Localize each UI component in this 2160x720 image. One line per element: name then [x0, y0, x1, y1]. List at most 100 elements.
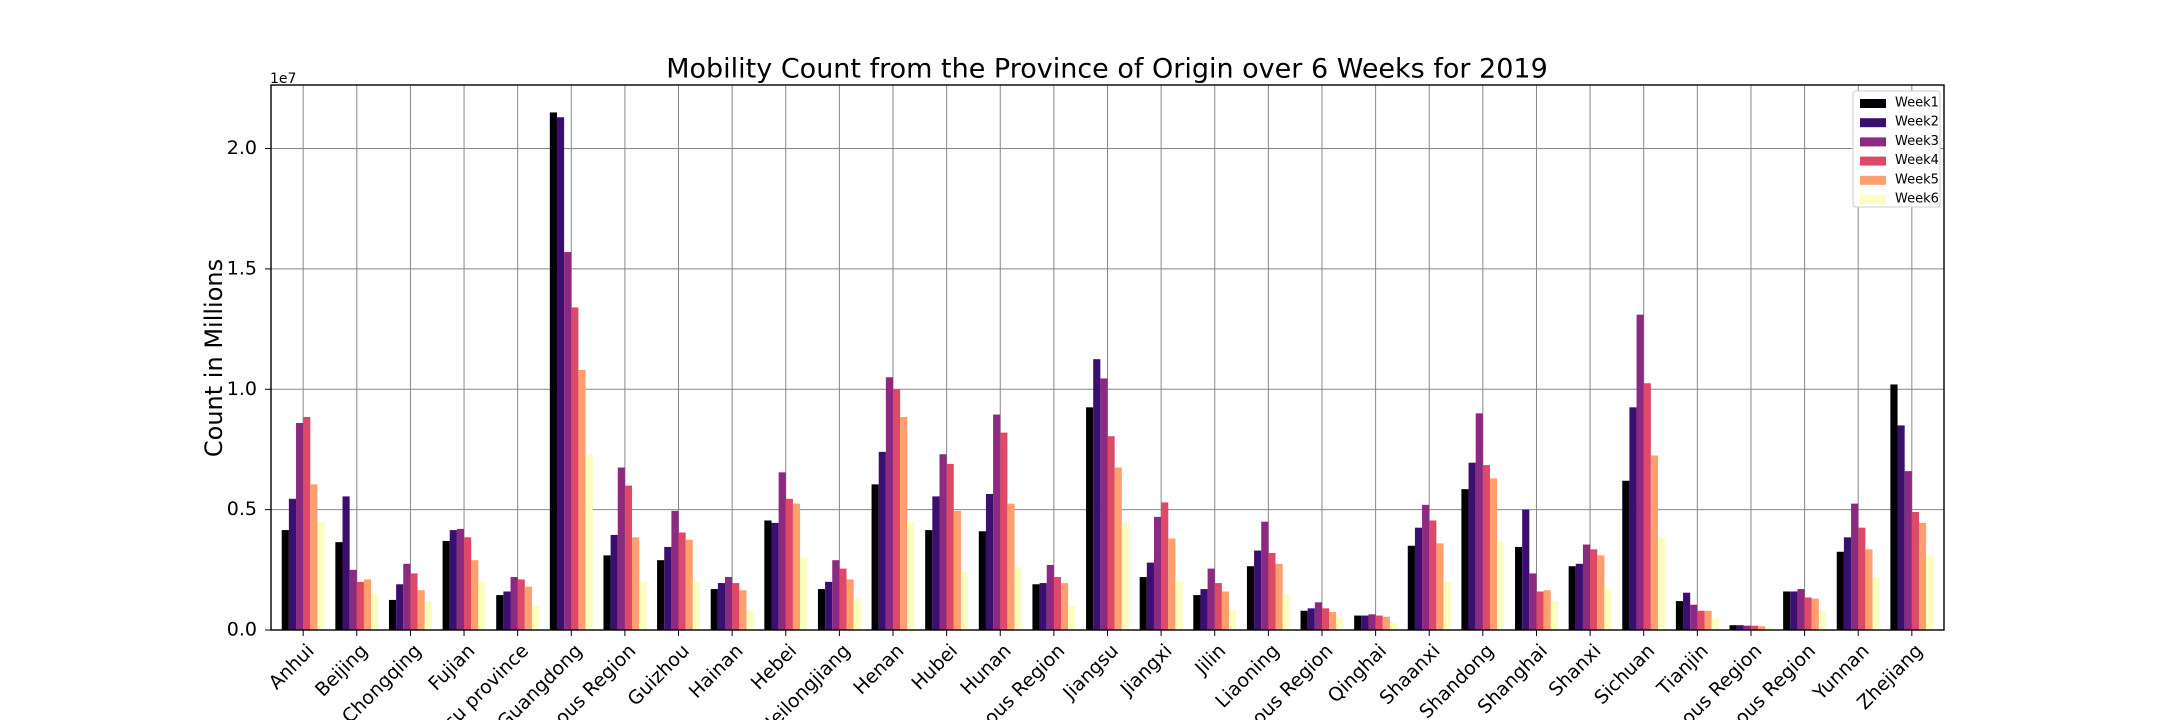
bar: [1246, 566, 1255, 630]
bar: [1014, 567, 1022, 630]
bar: [1314, 602, 1322, 630]
bar: [1329, 611, 1337, 630]
bar: [907, 521, 915, 630]
bar: [1443, 581, 1451, 630]
bar: [417, 590, 425, 630]
bar: [1007, 503, 1015, 630]
bar: [1858, 527, 1866, 630]
bar: [1468, 462, 1476, 630]
bar: [349, 569, 357, 630]
bar: [678, 532, 686, 630]
bar: [410, 573, 418, 630]
legend-label: Week2: [1895, 115, 1939, 130]
bar: [839, 568, 847, 630]
bar: [1582, 544, 1591, 630]
bar: [617, 467, 625, 630]
bar: [778, 472, 786, 630]
bar: [1032, 584, 1040, 630]
bar: [571, 307, 579, 630]
legend: Week1 Week2 Week3 Week4 Week5 Week6: [1852, 90, 1941, 208]
bar: [746, 610, 754, 630]
bar: [1475, 413, 1483, 630]
bar: [471, 560, 479, 630]
bar: [1675, 601, 1684, 630]
bar: [832, 560, 840, 630]
bar: [1461, 489, 1469, 630]
bar: [1139, 577, 1147, 630]
bar: [517, 579, 525, 630]
legend-label: Week4: [1895, 153, 1939, 168]
bar: [1100, 378, 1108, 630]
bar: [1361, 615, 1369, 630]
bar: [1811, 598, 1819, 630]
bar: [1843, 537, 1852, 630]
bar: [1690, 604, 1698, 630]
bar: [1146, 562, 1154, 630]
y-tick-label: 0.5: [227, 498, 257, 520]
bar: [356, 581, 364, 630]
bar: [556, 117, 565, 630]
bar: [853, 598, 861, 630]
bar: [932, 496, 940, 630]
bar: [1382, 616, 1390, 630]
legend-swatch: [1860, 175, 1886, 185]
bar: [1414, 527, 1423, 630]
bar: [1175, 581, 1183, 630]
y-tick-label: 1.5: [227, 257, 257, 279]
bar: [1221, 591, 1230, 630]
legend-swatch: [1860, 99, 1886, 108]
bar: [1200, 589, 1208, 630]
bar: [1743, 625, 1751, 630]
bar: [960, 572, 969, 630]
bar: [1683, 592, 1691, 630]
bar: [1911, 512, 1919, 630]
y-tick-label: 1.0: [227, 378, 257, 400]
bar: [893, 389, 901, 630]
bar: [549, 112, 557, 631]
bar: [1604, 589, 1612, 630]
x-tick-label: Hubei: [907, 640, 962, 695]
legend-label: Week3: [1895, 134, 1939, 149]
bar: [1490, 478, 1498, 630]
bar: [303, 416, 311, 630]
bar: [1168, 538, 1176, 630]
bar: [953, 510, 961, 630]
bar: [1482, 465, 1491, 630]
y-tick-label: 2.0: [227, 137, 257, 159]
bar: [449, 530, 457, 630]
bar: [363, 579, 372, 630]
bar: [1897, 425, 1905, 630]
bar: [1375, 615, 1383, 630]
bar: [1790, 591, 1798, 630]
chart-title: Mobility Count from the Province of Orig…: [666, 54, 1548, 85]
bar: [1736, 625, 1744, 630]
bar: [1275, 563, 1283, 630]
bar: [396, 584, 404, 630]
bar: [1550, 601, 1558, 630]
x-tick-label: Jiangxi: [1116, 640, 1177, 701]
bar: [1389, 622, 1398, 630]
bar: [1307, 608, 1315, 630]
bar: [603, 555, 611, 630]
bar: [1697, 610, 1705, 630]
bar: [585, 454, 593, 630]
bar: [1890, 384, 1898, 630]
bar: [1750, 625, 1759, 630]
bar: [342, 496, 350, 630]
bar: [1354, 615, 1362, 630]
bar: [739, 590, 747, 630]
bar: [524, 586, 532, 630]
bar: [442, 540, 450, 630]
bar: [1622, 480, 1630, 630]
bar: [1872, 577, 1880, 630]
bar: [310, 484, 318, 630]
bar: [1336, 617, 1344, 630]
bar: [1061, 583, 1069, 630]
bar: [1093, 359, 1101, 630]
bar: [1368, 614, 1376, 630]
bar: [403, 563, 411, 630]
bar: [1153, 516, 1162, 630]
legend-swatch: [1860, 195, 1886, 204]
bar: [878, 451, 886, 630]
bar: [1214, 583, 1222, 630]
